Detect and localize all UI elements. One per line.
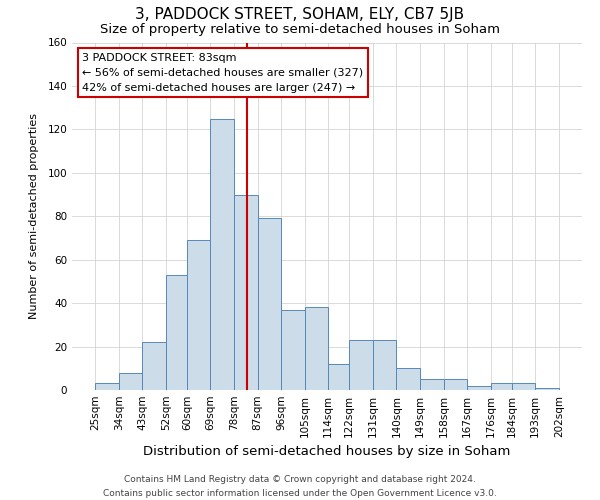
Bar bbox=[95, 384, 119, 390]
X-axis label: Distribution of semi-detached houses by size in Soham: Distribution of semi-detached houses by … bbox=[143, 446, 511, 458]
Bar bbox=[166, 275, 187, 390]
Bar bbox=[349, 340, 373, 390]
Bar bbox=[512, 384, 535, 390]
Bar bbox=[328, 364, 349, 390]
Bar bbox=[142, 342, 166, 390]
Bar bbox=[397, 368, 420, 390]
Bar bbox=[257, 218, 281, 390]
Bar bbox=[234, 194, 257, 390]
Bar bbox=[420, 379, 443, 390]
Bar bbox=[187, 240, 211, 390]
Text: Contains HM Land Registry data © Crown copyright and database right 2024.
Contai: Contains HM Land Registry data © Crown c… bbox=[103, 476, 497, 498]
Bar bbox=[119, 372, 142, 390]
Bar bbox=[467, 386, 491, 390]
Bar bbox=[281, 310, 305, 390]
Bar bbox=[443, 379, 467, 390]
Bar bbox=[535, 388, 559, 390]
Bar bbox=[491, 384, 512, 390]
Bar bbox=[211, 118, 234, 390]
Text: 3 PADDOCK STREET: 83sqm
← 56% of semi-detached houses are smaller (327)
42% of s: 3 PADDOCK STREET: 83sqm ← 56% of semi-de… bbox=[82, 53, 364, 92]
Text: Size of property relative to semi-detached houses in Soham: Size of property relative to semi-detach… bbox=[100, 22, 500, 36]
Bar bbox=[305, 308, 328, 390]
Bar bbox=[373, 340, 397, 390]
Y-axis label: Number of semi-detached properties: Number of semi-detached properties bbox=[29, 114, 39, 320]
Text: 3, PADDOCK STREET, SOHAM, ELY, CB7 5JB: 3, PADDOCK STREET, SOHAM, ELY, CB7 5JB bbox=[136, 8, 464, 22]
